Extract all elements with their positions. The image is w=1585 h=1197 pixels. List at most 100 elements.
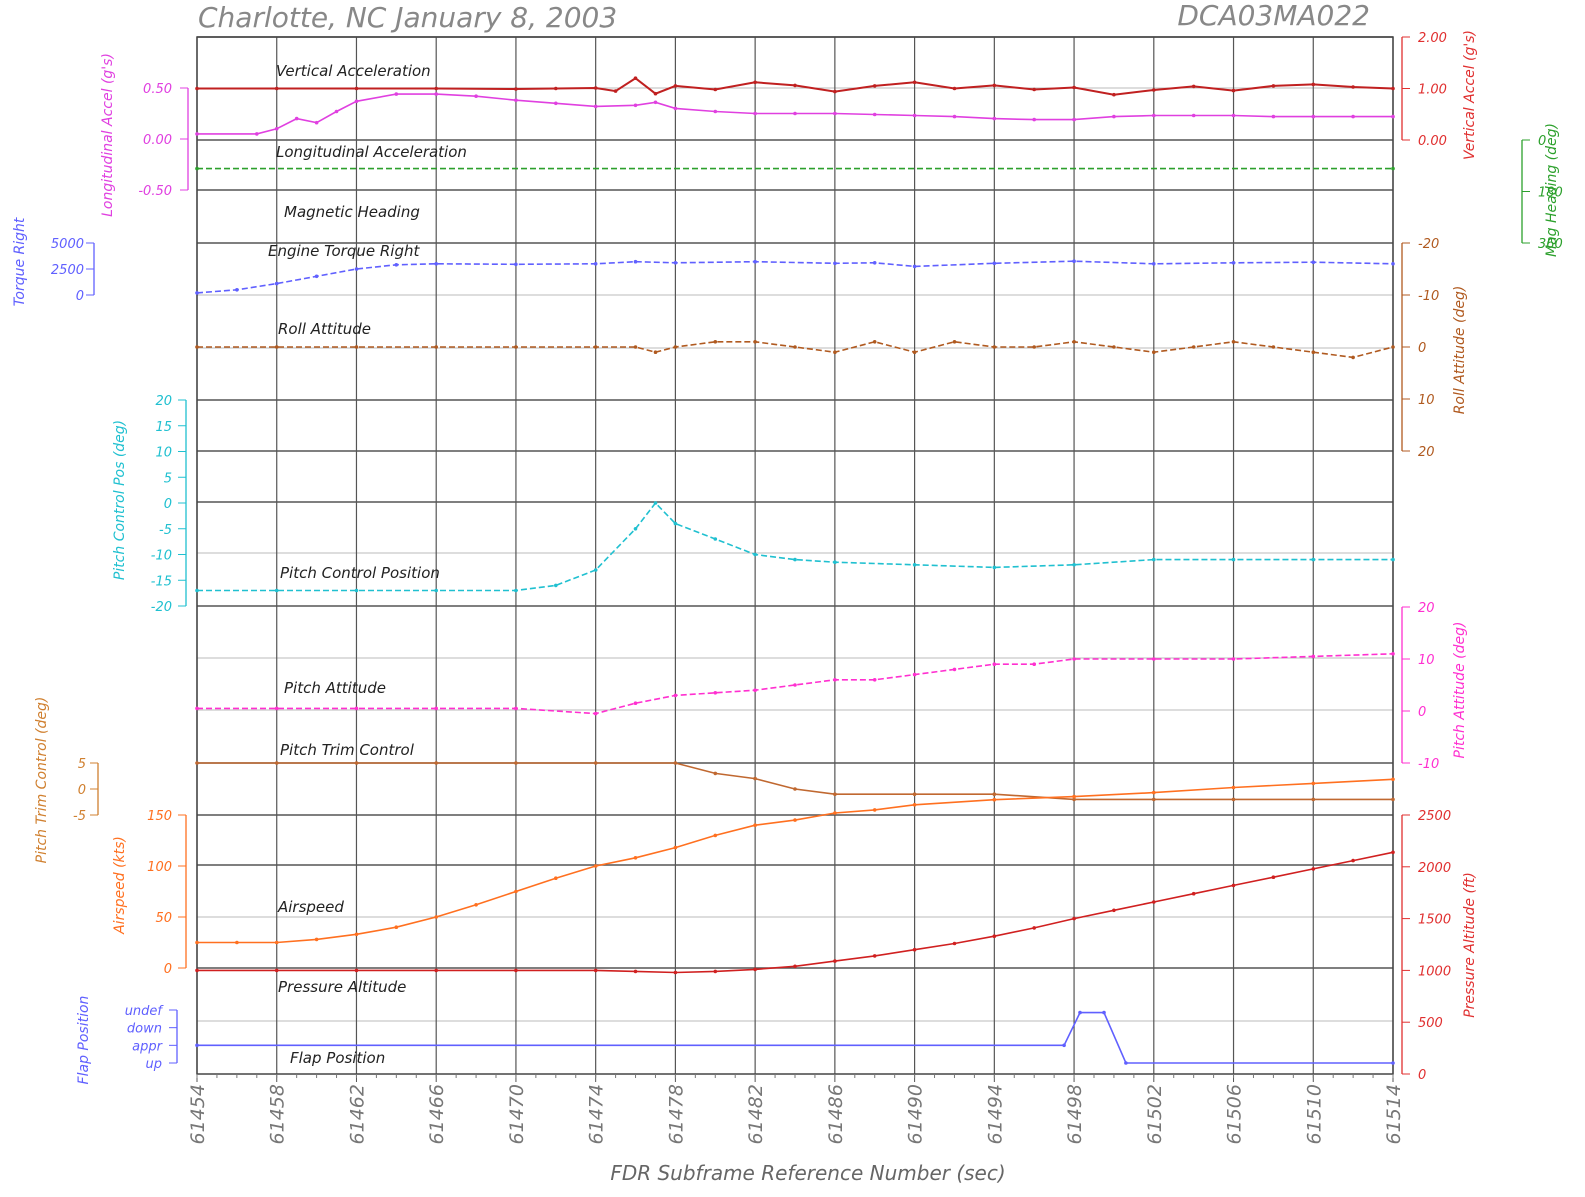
data-point <box>1391 345 1395 349</box>
flap-tick-label: undef <box>125 1004 165 1019</box>
press_alt-tick-label: 0 <box>1418 1068 1426 1083</box>
data-point <box>195 86 199 91</box>
x-axis-title: FDR Subframe Reference Number (sec) <box>610 1161 1005 1185</box>
data-point <box>1271 345 1276 349</box>
long_accel-tick-label: 0.50 <box>143 82 172 97</box>
data-point <box>1152 790 1156 795</box>
data-point <box>1311 260 1316 265</box>
data-point <box>1191 113 1196 118</box>
data-point <box>673 845 678 850</box>
data-point <box>434 761 439 765</box>
data-point <box>673 106 678 111</box>
roll-tick-label: -10 <box>1418 289 1439 304</box>
data-point <box>274 761 279 765</box>
docket-number: DCA03MA022 <box>1177 0 1370 32</box>
data-point <box>1191 345 1196 349</box>
series-airspeed <box>197 778 1394 944</box>
data-point <box>593 86 598 90</box>
data-point <box>872 261 877 265</box>
data-point <box>1311 350 1316 355</box>
data-point <box>1152 350 1156 355</box>
data-point <box>434 588 439 593</box>
data-point <box>593 568 598 572</box>
data-point <box>514 87 518 91</box>
pitch_ctrl-tick-label: 10 <box>155 446 172 461</box>
data-point <box>1152 797 1156 802</box>
data-point <box>872 84 877 88</box>
data-point <box>593 864 598 868</box>
data-point <box>673 970 678 975</box>
series-flap-position <box>197 1011 1393 1064</box>
data-point <box>1124 1061 1128 1065</box>
data-point <box>753 340 757 344</box>
data-point <box>1072 117 1076 122</box>
trace-label: Pressure Altitude <box>278 978 406 996</box>
data-point <box>1191 84 1196 89</box>
data-point <box>274 86 279 91</box>
data-point <box>1231 797 1236 802</box>
data-point <box>633 701 638 705</box>
pitch_ctrl-tick-label: -5 <box>159 523 172 538</box>
airspeed-tick-label: 100 <box>147 860 172 875</box>
mag_heading-tick-label: 360 <box>1538 237 1563 252</box>
data-point <box>1231 657 1236 661</box>
data-point <box>235 940 239 945</box>
data-point <box>514 889 518 894</box>
data-point <box>434 262 439 266</box>
data-point <box>912 803 917 807</box>
data-point <box>1391 557 1395 562</box>
data-point <box>514 345 518 349</box>
data-point <box>1351 858 1355 863</box>
x-tick-label: 61494 <box>984 1084 1006 1144</box>
torque-tick-label: 2500 <box>51 263 84 278</box>
data-point <box>753 688 757 692</box>
data-point <box>514 706 518 711</box>
data-point <box>274 968 279 973</box>
data-point <box>195 706 199 711</box>
data-point <box>1391 797 1395 802</box>
series-longitudinal-acceleration <box>197 93 1393 135</box>
data-point <box>434 92 439 96</box>
data-point <box>992 83 997 88</box>
pitch_ctrl-tick-label: 20 <box>155 394 172 409</box>
data-point <box>793 345 797 349</box>
data-point <box>1231 261 1236 265</box>
data-point <box>872 954 877 958</box>
data-point <box>833 261 837 266</box>
press_alt-tick-label: 2500 <box>1418 809 1451 824</box>
data-point <box>1032 117 1036 122</box>
data-point <box>195 1043 199 1048</box>
series-pressure-altitude <box>197 851 1394 974</box>
data-point <box>1072 563 1076 567</box>
pitch_ctrl-tick-label: 15 <box>155 420 172 435</box>
data-point <box>992 934 997 938</box>
data-point <box>354 99 359 104</box>
data-point <box>274 281 279 286</box>
data-point <box>1271 84 1276 88</box>
data-point <box>354 345 359 349</box>
data-point <box>554 101 558 106</box>
roll-tick-label: 10 <box>1418 393 1435 408</box>
data-point <box>1351 355 1355 360</box>
data-point <box>354 968 359 973</box>
x-tick-label: 61506 <box>1224 1084 1246 1144</box>
data-point <box>713 833 718 838</box>
x-tick-label: 61474 <box>586 1084 608 1144</box>
data-point <box>593 262 598 266</box>
press_alt-tick-label: 1500 <box>1418 913 1451 928</box>
data-point <box>434 706 439 711</box>
data-point <box>314 120 319 125</box>
data-point <box>1072 85 1076 90</box>
data-point <box>872 678 877 682</box>
data-point <box>514 968 518 973</box>
data-point <box>833 678 837 682</box>
data-point <box>434 86 439 91</box>
data-point <box>833 89 837 94</box>
x-tick-label: 61470 <box>506 1084 528 1144</box>
data-point <box>1072 259 1076 264</box>
data-point <box>1072 794 1076 799</box>
data-point <box>753 259 757 264</box>
data-point <box>633 103 638 108</box>
x-tick-label: 61502 <box>1144 1084 1166 1144</box>
data-point <box>1311 654 1316 659</box>
